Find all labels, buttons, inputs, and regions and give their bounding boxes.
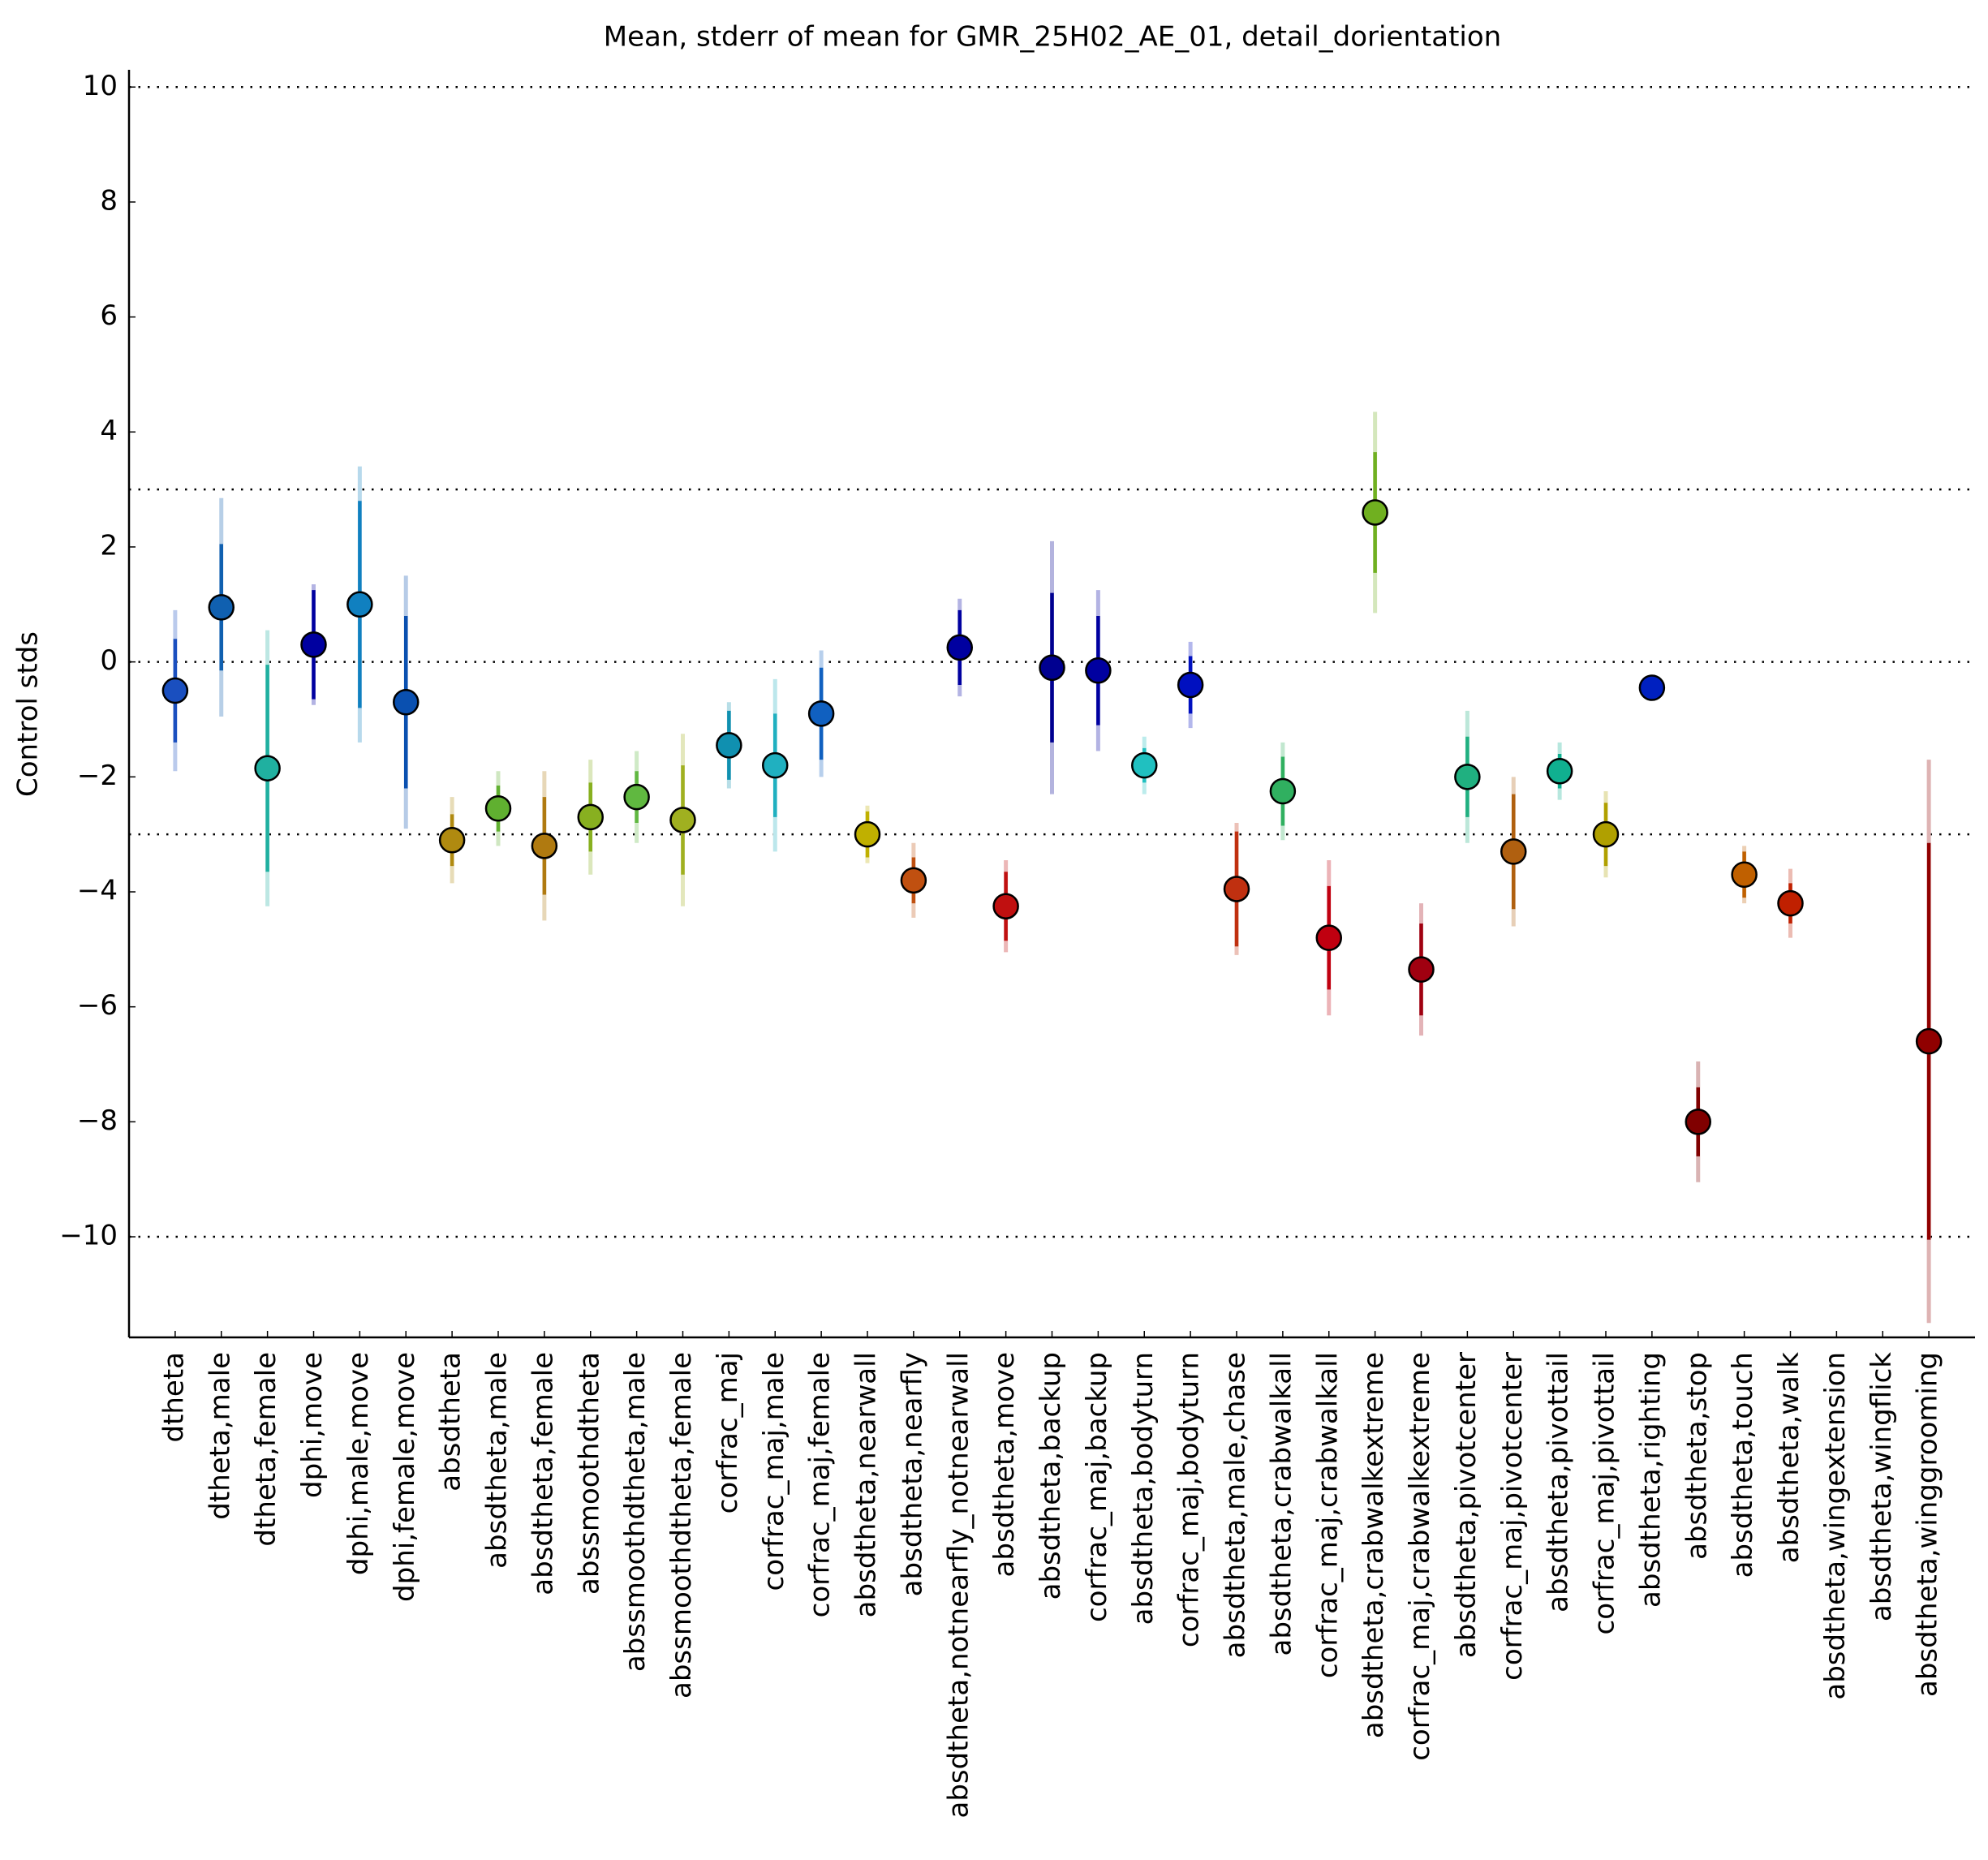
- mean-marker: [1915, 1027, 1943, 1055]
- mean-marker: [1408, 956, 1435, 983]
- mean-marker: [1500, 838, 1527, 865]
- x-tick-label: dphi,move: [296, 1352, 329, 1498]
- mean-marker: [1685, 1109, 1711, 1135]
- x-tick-label: dtheta,male: [204, 1352, 236, 1520]
- x-tick-label: absdtheta,move: [988, 1352, 1021, 1577]
- x-tick-label: absdtheta,pivotcenter: [1450, 1352, 1482, 1658]
- x-tick-label: corfrac_maj: [712, 1352, 744, 1513]
- y-tick-label: 10: [83, 70, 118, 102]
- x-tick-label: abssmoothdtheta,female: [665, 1352, 698, 1699]
- mean-marker: [900, 867, 927, 894]
- x-tick-label: absdtheta,righting: [1634, 1352, 1667, 1608]
- x-tick-label: absdtheta,winggrooming: [1912, 1352, 1944, 1697]
- mean-marker: [346, 591, 373, 618]
- chart-title: Mean, stderr of mean for GMR_25H02_AE_01…: [604, 21, 1501, 54]
- mean-marker: [577, 803, 604, 831]
- mean-marker: [669, 807, 696, 833]
- y-tick-label: −6: [77, 989, 118, 1022]
- x-tick-label: absdtheta,bodyturn: [1127, 1352, 1160, 1625]
- y-tick-label: 4: [100, 415, 118, 447]
- mean-marker: [623, 783, 650, 811]
- x-tick-label: corfrac_maj,crabwalkextreme: [1404, 1352, 1436, 1761]
- x-tick-label: absdtheta,nearfly: [896, 1352, 928, 1596]
- x-tick-label: absdtheta,touch: [1727, 1352, 1759, 1578]
- mean-marker: [807, 700, 835, 727]
- mean-marker: [300, 631, 327, 658]
- mean-marker: [1546, 757, 1573, 785]
- mean-marker: [393, 688, 420, 716]
- x-tick-label: absdtheta,walk: [1773, 1352, 1805, 1564]
- mean-marker: [992, 893, 1019, 919]
- mean-marker: [1177, 671, 1204, 699]
- x-tick-label: absdtheta,notnearfly_notnearwall: [942, 1352, 975, 1818]
- mean-marker: [1592, 820, 1620, 848]
- mean-marker: [716, 732, 742, 759]
- mean-marker: [1777, 889, 1804, 917]
- x-tick-label: absdtheta,backup: [1035, 1352, 1067, 1600]
- mean-marker: [762, 751, 789, 779]
- x-tick-label: dphi,male,move: [342, 1352, 375, 1575]
- y-tick-label: 6: [100, 299, 118, 332]
- mean-marker: [1315, 924, 1342, 951]
- x-tick-label: abssmoothdtheta: [573, 1352, 605, 1595]
- x-tick-label: corfrac_maj,crabwalkall: [1311, 1352, 1344, 1678]
- mean-marker: [854, 820, 881, 848]
- mean-marker: [208, 594, 235, 621]
- y-tick-label: 0: [100, 644, 118, 677]
- x-tick-label: corfrac_maj,bodyturn: [1173, 1352, 1206, 1647]
- mean-marker: [1362, 499, 1388, 526]
- x-tick-label: absdtheta: [435, 1352, 467, 1492]
- mean-marker: [484, 795, 512, 822]
- x-tick-label: absdtheta,wingextension: [1819, 1352, 1852, 1700]
- mean-marker: [1638, 674, 1666, 701]
- y-tick-label: −10: [59, 1220, 118, 1252]
- x-tick-label: corfrac_maj,female: [804, 1352, 837, 1617]
- mean-marker: [1731, 861, 1758, 888]
- x-tick-label: absdtheta,pivottail: [1543, 1352, 1575, 1612]
- y-tick-label: −8: [77, 1104, 118, 1137]
- x-tick-label: absdtheta,nearwall: [850, 1352, 883, 1617]
- x-tick-label: abssmoothdtheta,male: [619, 1352, 652, 1672]
- mean-marker: [1085, 657, 1112, 684]
- x-tick-label: absdtheta,male: [481, 1352, 514, 1569]
- y-tick-label: 8: [100, 184, 118, 217]
- y-tick-label: −2: [77, 760, 118, 792]
- y-tick-label: −4: [77, 874, 118, 906]
- x-tick-label: dtheta,female: [250, 1352, 282, 1547]
- x-tick-label: corfrac_maj,backup: [1081, 1352, 1113, 1622]
- mean-marker: [1454, 764, 1481, 790]
- x-tick-label: absdtheta,stop: [1680, 1352, 1713, 1560]
- mean-marker: [254, 755, 281, 781]
- mean-marker: [1223, 876, 1250, 902]
- x-tick-label: absdtheta,crabwalkall: [1265, 1352, 1297, 1655]
- mean-marker: [1039, 654, 1065, 681]
- x-tick-label: dtheta: [157, 1352, 190, 1443]
- x-tick-label: absdtheta,crabwalkextreme: [1358, 1352, 1390, 1738]
- mean-marker: [946, 634, 973, 661]
- mean-marker: [531, 833, 558, 859]
- x-tick-label: corfrac_maj,pivotcenter: [1496, 1352, 1529, 1681]
- y-tick-label: 2: [100, 529, 118, 562]
- x-tick-label: absdtheta,male,chase: [1220, 1352, 1252, 1658]
- x-tick-label: absdtheta,female: [527, 1352, 559, 1595]
- x-tick-label: absdtheta,wingflick: [1865, 1352, 1898, 1621]
- mean-marker: [438, 826, 466, 854]
- x-tick-label: dphi,female,move: [389, 1352, 421, 1602]
- mean-marker: [161, 677, 189, 704]
- x-tick-label: corfrac_maj,pivottail: [1589, 1352, 1621, 1635]
- mean-marker: [1131, 751, 1158, 779]
- y-axis-label: Control stds: [12, 631, 45, 797]
- mean-marker: [1269, 777, 1297, 805]
- x-tick-label: corfrac_maj,male: [758, 1352, 790, 1591]
